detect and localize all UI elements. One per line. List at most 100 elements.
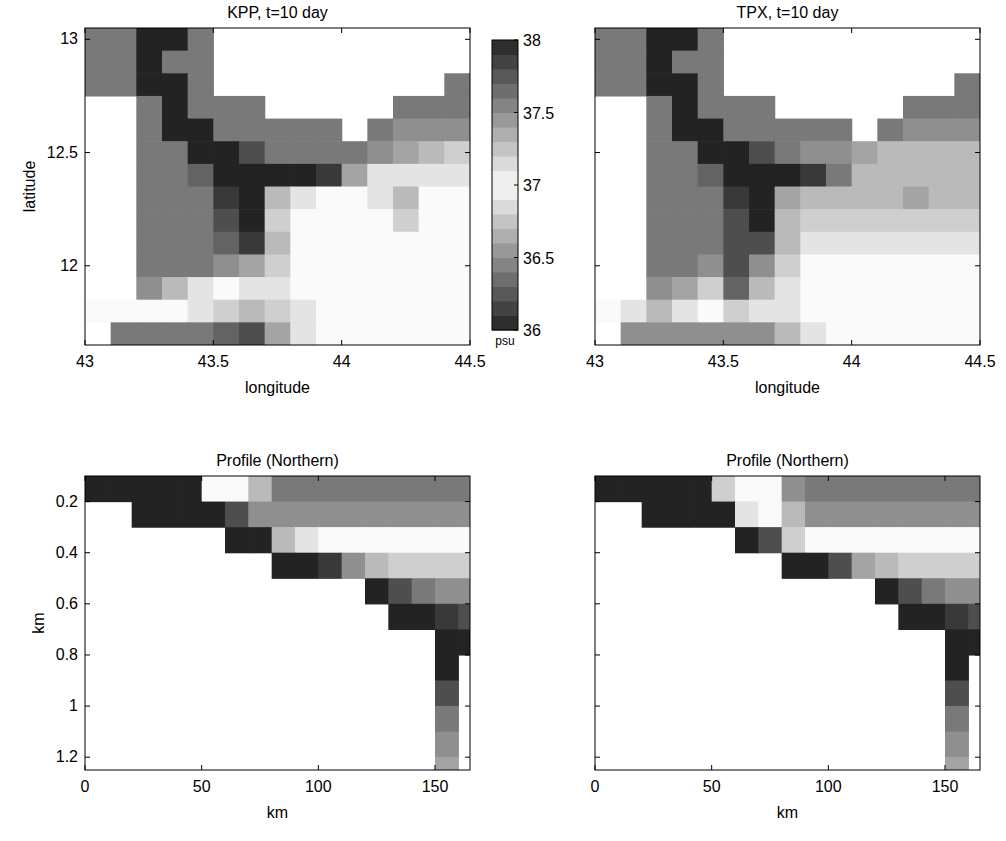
cell xyxy=(945,655,969,681)
cell xyxy=(929,254,955,277)
cell xyxy=(111,300,137,323)
cell xyxy=(435,553,459,579)
cell xyxy=(367,141,393,164)
y-tick xyxy=(465,654,470,655)
cell xyxy=(595,28,621,51)
cell xyxy=(367,187,393,210)
cell xyxy=(954,209,980,232)
colorbar-band xyxy=(492,69,518,84)
colorbar-tick-label: 37.5 xyxy=(523,105,554,122)
cell xyxy=(646,73,672,96)
y-axis-title: km xyxy=(30,612,47,633)
cell xyxy=(646,187,672,210)
x-tick xyxy=(85,28,86,33)
cell xyxy=(225,527,249,553)
x-tick xyxy=(201,765,202,770)
cell xyxy=(239,141,265,164)
cell xyxy=(749,119,775,142)
cell xyxy=(412,502,436,528)
x-tick xyxy=(213,28,214,33)
x-tick xyxy=(980,340,981,345)
cell xyxy=(945,527,969,553)
cell xyxy=(367,209,393,232)
y-tick-label: 0.2 xyxy=(56,493,78,510)
cell xyxy=(316,141,342,164)
cell xyxy=(646,254,672,277)
cell xyxy=(342,476,366,502)
cell xyxy=(775,277,801,300)
cell xyxy=(723,141,749,164)
cell xyxy=(85,300,111,323)
cell xyxy=(136,209,162,232)
cell xyxy=(903,322,929,345)
cell xyxy=(458,502,470,528)
cell xyxy=(178,502,202,528)
y-tick-label: 12.5 xyxy=(47,144,78,161)
y-tick xyxy=(85,603,90,604)
cell xyxy=(136,187,162,210)
cell xyxy=(922,476,946,502)
x-tick xyxy=(723,28,724,33)
cell xyxy=(265,209,291,232)
cell xyxy=(85,51,111,74)
cell xyxy=(852,209,878,232)
cell xyxy=(903,209,929,232)
cell xyxy=(852,277,878,300)
cell xyxy=(922,604,946,630)
cell xyxy=(111,73,137,96)
cell xyxy=(775,141,801,164)
cell xyxy=(929,187,955,210)
cell xyxy=(316,232,342,255)
cell xyxy=(444,164,470,187)
cell xyxy=(367,322,393,345)
cell xyxy=(367,164,393,187)
cell xyxy=(735,527,759,553)
cell xyxy=(290,209,316,232)
cell xyxy=(155,476,179,502)
cell xyxy=(800,119,826,142)
cell xyxy=(595,51,621,74)
cell xyxy=(805,553,829,579)
x-tick-label: 43.5 xyxy=(198,353,229,370)
cell xyxy=(954,322,980,345)
cell xyxy=(672,96,698,119)
y-tick-label: 1 xyxy=(69,697,78,714)
frame xyxy=(85,28,470,345)
cell xyxy=(290,119,316,142)
panel: 050100150Profile (Northern)km xyxy=(591,452,993,821)
cell xyxy=(419,164,445,187)
cell xyxy=(290,164,316,187)
cell xyxy=(749,232,775,255)
cell xyxy=(444,96,470,119)
cell xyxy=(239,300,265,323)
cell xyxy=(852,254,878,277)
cell xyxy=(458,527,470,553)
cell xyxy=(723,254,749,277)
colorbar-band xyxy=(492,243,518,258)
cell xyxy=(111,51,137,74)
cell xyxy=(826,187,852,210)
cell xyxy=(749,277,775,300)
cell xyxy=(162,73,188,96)
cell xyxy=(85,476,109,502)
cell xyxy=(318,527,342,553)
colorbar-band xyxy=(492,214,518,229)
x-tick xyxy=(945,765,946,770)
cell xyxy=(342,232,368,255)
cell xyxy=(898,553,922,579)
cell xyxy=(419,277,445,300)
cell xyxy=(342,164,368,187)
cell xyxy=(290,232,316,255)
cell xyxy=(800,300,826,323)
cell xyxy=(875,578,899,604)
cell xyxy=(698,28,724,51)
cell xyxy=(775,164,801,187)
cell xyxy=(800,232,826,255)
cell xyxy=(929,322,955,345)
cell xyxy=(945,757,969,770)
x-tick xyxy=(341,340,342,345)
cell xyxy=(826,300,852,323)
colorbar-band xyxy=(492,113,518,128)
cell xyxy=(646,277,672,300)
cell xyxy=(202,502,226,528)
